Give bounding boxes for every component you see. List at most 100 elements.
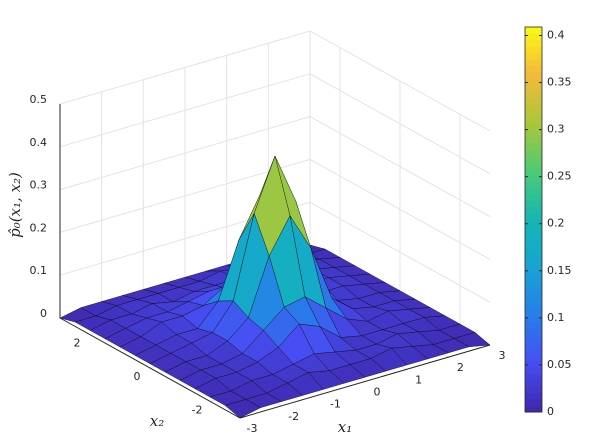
colorbar-swatch [525, 258, 542, 265]
colorbar-swatch [525, 200, 542, 208]
colorbar-swatch [525, 238, 542, 246]
colorbar-tick-label: 0.3 [547, 123, 565, 136]
colorbar-swatch [525, 59, 542, 66]
colorbar-swatch [525, 174, 542, 182]
colorbar-tick-label: 0.05 [547, 358, 572, 371]
colorbar-swatch [525, 78, 542, 86]
colorbar-swatch [525, 360, 542, 368]
colorbar-swatch [525, 168, 542, 176]
x-tick-label: -3 [247, 422, 258, 435]
colorbar-swatch [525, 123, 542, 131]
surface-cell [224, 399, 262, 419]
colorbar-swatch [525, 161, 542, 169]
x-tick-label: 0 [374, 386, 381, 399]
x-tick-label: -2 [288, 410, 299, 423]
y-tick-label: -2 [192, 403, 203, 416]
colorbar-swatch [525, 27, 542, 34]
z-tick-label: 0.5 [30, 93, 48, 106]
y-axis-line [59, 317, 241, 419]
colorbar-swatch [525, 245, 542, 253]
colorbar-swatch [525, 193, 542, 201]
colorbar-swatch [525, 315, 542, 323]
colorbar-tick-label: 0.35 [547, 76, 572, 89]
y-tick-label: 0 [134, 370, 141, 383]
colorbar-swatch [525, 116, 542, 124]
colorbar-swatch [525, 302, 542, 310]
colorbar-swatch [525, 386, 542, 394]
colorbar-swatch [525, 65, 542, 73]
colorbar-tick-label: 0.4 [547, 28, 565, 41]
z-tick-label: 0.4 [30, 136, 48, 149]
colorbar-swatch [525, 225, 542, 233]
colorbar-swatch [525, 110, 542, 118]
colorbar-swatch [525, 213, 542, 220]
colorbar-swatch [525, 232, 542, 240]
colorbar-swatch [525, 270, 542, 278]
y-axis-label: x₂ [150, 412, 164, 430]
colorbar-swatch [525, 251, 542, 259]
grid-line [309, 30, 491, 132]
colorbar-swatch [525, 322, 542, 330]
colorbar-swatch [525, 373, 542, 381]
grid-line [309, 73, 491, 175]
x-tick-label: 3 [499, 349, 506, 362]
colorbar-swatch [525, 155, 542, 163]
x-tick-label: -1 [330, 398, 341, 411]
colorbar-swatch [525, 219, 542, 227]
colorbar-swatch [525, 399, 542, 407]
colorbar-swatch [525, 354, 542, 362]
colorbar-swatch [525, 379, 542, 387]
colorbar-swatch [525, 392, 542, 400]
y-tick-label: 2 [74, 337, 81, 350]
colorbar-swatch [525, 97, 542, 105]
colorbar-swatch [525, 104, 542, 111]
x-tick-label: 2 [457, 361, 464, 374]
colorbar-tick-label: 0.15 [547, 264, 572, 277]
colorbar-swatch [525, 264, 542, 272]
colorbar-swatch [525, 283, 542, 291]
colorbar-swatch [525, 148, 542, 156]
colorbar-swatch [525, 341, 542, 349]
colorbar-swatch [525, 52, 542, 60]
colorbar-swatch [525, 91, 542, 99]
surface [59, 155, 491, 419]
grid-line [309, 158, 491, 260]
colorbar-swatch [525, 335, 542, 342]
colorbar-swatch [525, 84, 542, 92]
colorbar-swatch [525, 129, 542, 137]
grid-line [309, 201, 491, 303]
x-axis-label: x₁ [338, 418, 352, 435]
colorbar-swatch [525, 328, 542, 336]
colorbar-swatch [525, 142, 542, 150]
colorbar-swatch [525, 71, 542, 79]
z-tick-label: 0.2 [30, 221, 48, 234]
x-tick-label: 1 [415, 373, 422, 386]
colorbar-swatch [525, 39, 542, 47]
colorbar-tick-label: 0.2 [547, 217, 565, 230]
colorbar-swatch [525, 309, 542, 317]
colorbar-swatch [525, 277, 542, 285]
colorbar-swatch [525, 296, 542, 304]
x-axis-line [239, 344, 491, 419]
colorbar-swatch [525, 187, 542, 195]
colorbar-tick-label: 0.1 [547, 311, 565, 324]
colorbar-swatch [525, 136, 542, 143]
colorbar-swatch [525, 206, 542, 214]
colorbar-swatch [525, 347, 542, 355]
z-tick-label: 0 [40, 307, 47, 320]
z-tick-label: 0.3 [30, 179, 48, 192]
colorbar-swatch [525, 367, 542, 374]
grid-line [59, 158, 311, 233]
colorbar-swatch [525, 290, 542, 297]
grid-line [59, 116, 311, 191]
grid-line [309, 116, 491, 218]
z-tick-label: 0.1 [30, 264, 48, 277]
colorbar-frame [524, 26, 543, 413]
colorbar-tick-label: 0 [547, 405, 554, 418]
colorbar-tick-label: 0.25 [547, 170, 572, 183]
z-axis-label: p̂₀(x₁, x₂) [6, 172, 24, 238]
colorbar-swatch [525, 181, 542, 188]
colorbar-swatch [525, 33, 542, 41]
